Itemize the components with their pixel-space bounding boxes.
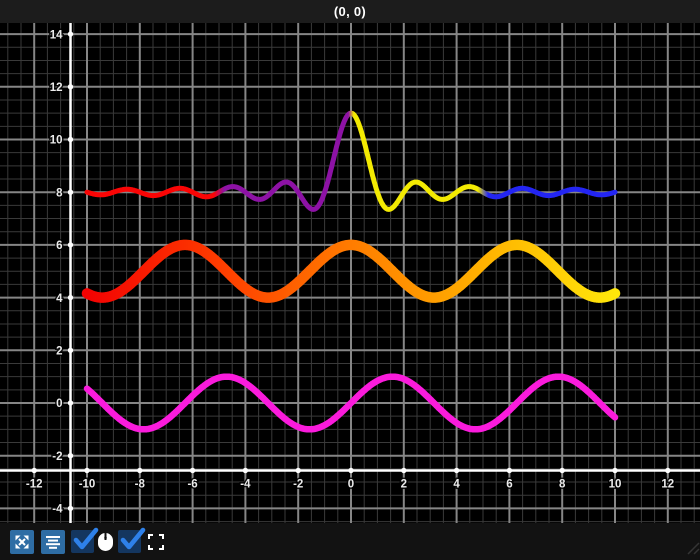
x-tick-label: 2 (401, 479, 407, 491)
resize-handle[interactable] (686, 541, 700, 560)
fullscreen-corners-icon (148, 533, 164, 550)
mouse-icon (97, 532, 114, 552)
align-center-lines-icon (46, 535, 60, 549)
y-tick-label: 14 (50, 29, 63, 41)
x-tick-label: 8 (559, 479, 566, 491)
x-tick-label: 12 (661, 479, 674, 491)
y-tick-label: 2 (56, 346, 62, 358)
plot-canvas[interactable]: -12 -10 -8 -6 -4 -2 0 2 4 6 8 10 12 14 12 10 8 6 4 2 0 -2 -4 (0, 23, 700, 523)
y-tick-label: 0 (56, 398, 62, 410)
x-tick-label: -10 (79, 479, 96, 491)
y-tick-label: 8 (56, 187, 63, 199)
x-tick-label: 4 (453, 479, 460, 491)
x-tick-label: 0 (348, 479, 354, 491)
y-tick-label: -4 (52, 504, 63, 516)
bottom-toolbar (0, 523, 700, 560)
fullscreen-button[interactable] (148, 533, 164, 550)
x-tick-label: -8 (135, 479, 146, 491)
toolbar-checkbox-1[interactable] (71, 527, 99, 553)
align-lines-button[interactable] (41, 529, 65, 554)
y-tick-label: -2 (52, 451, 62, 463)
y-tick-label: 10 (50, 135, 63, 147)
x-tick-label: -4 (240, 479, 251, 491)
x-tick-label: -6 (187, 479, 197, 491)
expand-arrows-icon (15, 535, 29, 549)
grid-major (0, 23, 700, 523)
y-tick-label: 4 (56, 293, 63, 305)
x-tick-label: -12 (26, 479, 43, 491)
expand-arrows-button[interactable] (10, 529, 34, 554)
x-tick-label: 10 (609, 479, 622, 491)
y-tick-label: 12 (50, 82, 63, 94)
checkmark-icon (120, 527, 146, 550)
curve-cos[interactable] (81, 239, 621, 303)
grid-minor (0, 23, 700, 523)
x-tick-label: -2 (293, 479, 303, 491)
checkmark-icon (73, 527, 99, 550)
axis-ticks: -12 -10 -8 -6 -4 -2 0 2 4 6 8 10 12 14 12 10 8 6 4 2 0 -2 -4 (24, 28, 675, 517)
x-tick-label: 6 (506, 479, 512, 491)
plot-area[interactable]: -12 -10 -8 -6 -4 -2 0 2 4 6 8 10 12 14 12 10 8 6 4 2 0 -2 -4 (0, 23, 700, 523)
curve-sin[interactable] (83, 373, 619, 433)
toolbar-checkbox-2[interactable] (118, 527, 146, 553)
title-bar: (0, 0) (0, 0, 700, 23)
y-tick-label: 6 (56, 240, 62, 252)
page-title: (0, 0) (333, 4, 367, 19)
curve-sinc[interactable] (84, 110, 618, 212)
